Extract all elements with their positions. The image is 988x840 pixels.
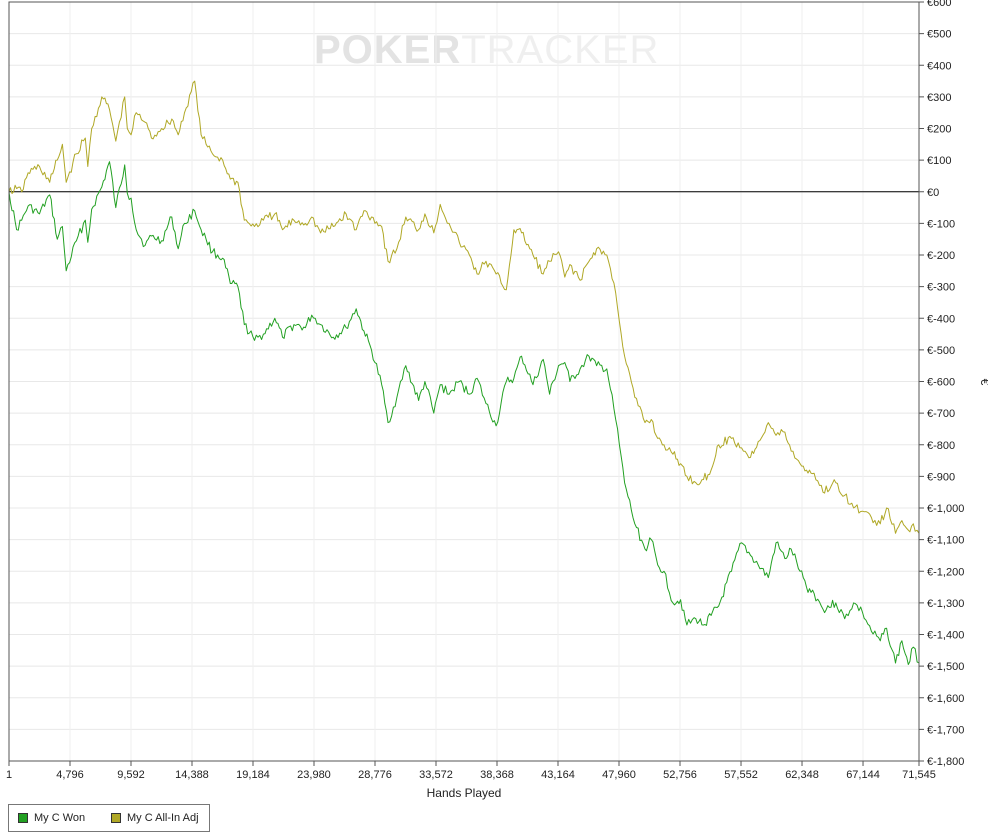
- legend-item-won[interactable]: My C Won: [18, 812, 85, 824]
- y-tick-label: €-1,500: [927, 661, 964, 673]
- y-tick-label: €-1,000: [927, 503, 964, 515]
- y-tick-label: €-700: [927, 408, 955, 420]
- y-tick-label: €100: [927, 155, 951, 167]
- y-tick-label: €-1,100: [927, 535, 964, 547]
- y-tick-label: €400: [927, 60, 951, 72]
- y-tick-label: €0: [927, 187, 939, 199]
- y-tick-label: €300: [927, 92, 951, 104]
- y-tick-label: €-1,400: [927, 630, 964, 642]
- x-tick-label: 14,388: [175, 769, 209, 781]
- y-tick-label: €-300: [927, 282, 955, 294]
- x-tick-label: 47,960: [602, 769, 636, 781]
- legend-item-allin[interactable]: My C All-In Adj: [111, 812, 199, 824]
- series-layer: [8, 80, 920, 665]
- y-tick-label: €-100: [927, 218, 955, 230]
- legend-label-won: My C Won: [34, 812, 86, 824]
- y-tick-label: €-800: [927, 440, 955, 452]
- x-tick-label: 67,144: [846, 769, 880, 781]
- y-tick-label: €-1,800: [927, 756, 964, 768]
- series-line-won: [8, 161, 920, 665]
- series-line-allin-adj: [8, 80, 920, 534]
- legend: My C Won My C All-In Adj: [8, 804, 210, 832]
- legend-swatch-won: [18, 813, 28, 823]
- y-tick-label: €500: [927, 29, 951, 41]
- x-tick-label: 33,572: [419, 769, 453, 781]
- x-tick-label: 4,796: [56, 769, 84, 781]
- x-tick-label: 57,552: [724, 769, 758, 781]
- legend-label-allin: My C All-In Adj: [127, 812, 199, 824]
- y-tick-label: €-200: [927, 250, 955, 262]
- x-tick-label: 9,592: [117, 769, 145, 781]
- y-tick-label: €-1,300: [927, 598, 964, 610]
- y-tick-label: €-400: [927, 313, 955, 325]
- y-axis-label: €: [978, 379, 988, 386]
- y-tick-label: €-1,700: [927, 724, 964, 736]
- x-tick-label: 38,368: [480, 769, 514, 781]
- x-tick-label: 1: [6, 769, 12, 781]
- y-tick-label: €200: [927, 124, 951, 136]
- y-tick-label: €-500: [927, 345, 955, 357]
- grid: [8, 1, 920, 762]
- y-tick-label: €-600: [927, 377, 955, 389]
- y-tick-label: €-900: [927, 471, 955, 483]
- x-tick-label: 62,348: [785, 769, 819, 781]
- x-axis: 1 4,796 9,592 14,388 19,184 23,980 28,776 33,57…: [6, 761, 936, 781]
- x-tick-label: 52,756: [663, 769, 697, 781]
- x-tick-label: 43,164: [541, 769, 575, 781]
- x-tick-label: 23,980: [297, 769, 331, 781]
- x-tick-label: 71,545: [902, 769, 936, 781]
- x-tick-label: 28,776: [358, 769, 392, 781]
- legend-swatch-allin: [111, 813, 121, 823]
- y-tick-label: €600: [927, 0, 951, 9]
- y-axis: €600 €500 €400 €300 €200 €100 €0 €-100 €-200 €-30…: [919, 0, 964, 768]
- y-tick-label: €-1,600: [927, 693, 964, 705]
- x-tick-label: 19,184: [236, 769, 270, 781]
- y-tick-label: €-1,200: [927, 566, 964, 578]
- x-axis-label: Hands Played: [427, 786, 502, 800]
